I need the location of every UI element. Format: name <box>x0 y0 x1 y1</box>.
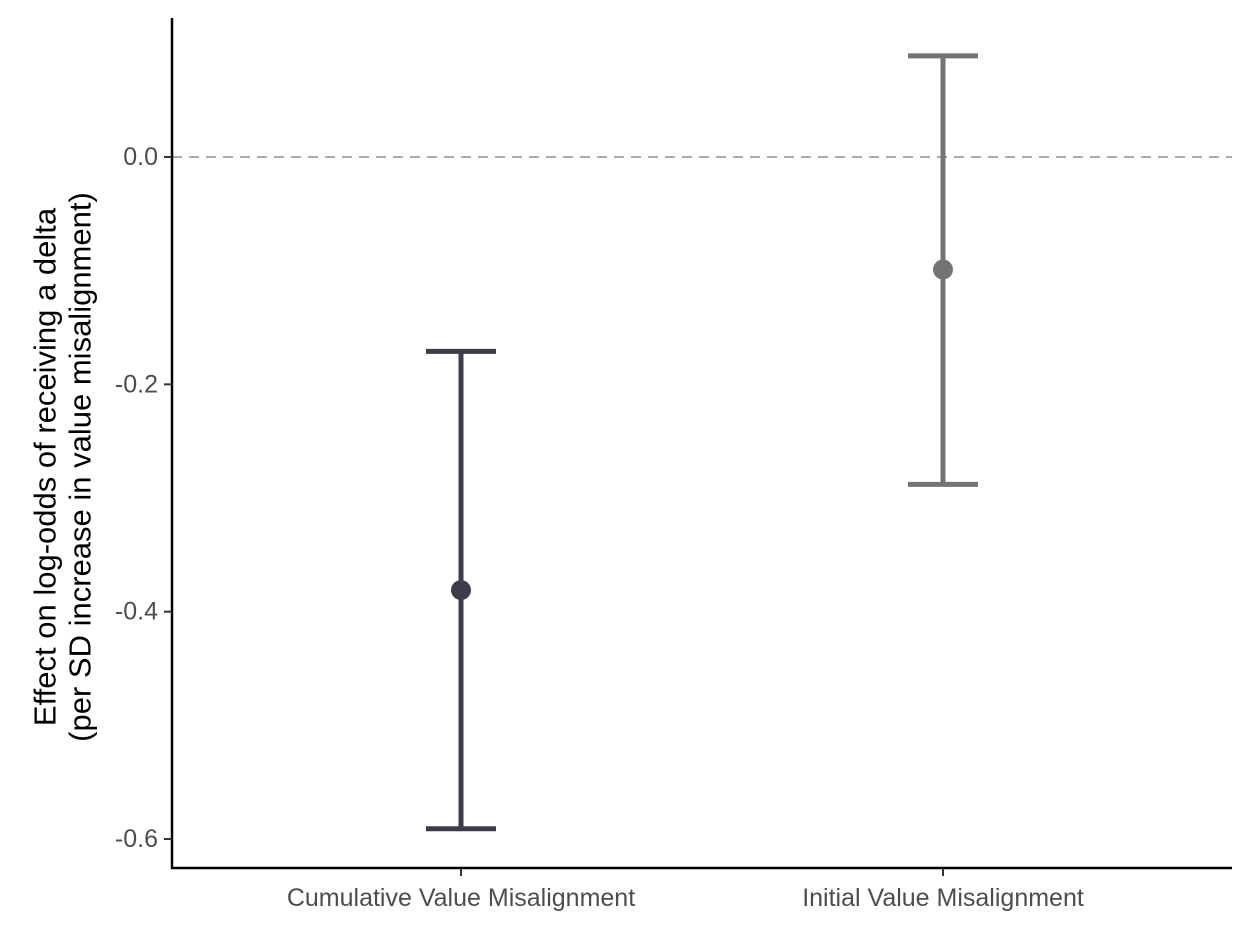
x-tick-label: Cumulative Value Misalignment <box>287 884 635 912</box>
ticks-layer: 0.0 -0.2 -0.4 -0.6 Cumulative Value Misalign… <box>115 143 1084 912</box>
y-tick-label: 0.0 <box>123 143 158 171</box>
point-estimate <box>933 259 953 280</box>
y-axis-title-line: Effect on log-odds of receiving a delta <box>28 207 63 726</box>
axes-layer <box>170 18 1232 870</box>
marks-layer <box>426 53 978 832</box>
y-tick-label: -0.6 <box>115 825 158 853</box>
errorbar-group <box>426 348 496 832</box>
y-axis-title-line: (per SD increase in value misalignment) <box>63 192 98 742</box>
errorbar-group <box>908 53 978 487</box>
y-tick-label: -0.2 <box>115 370 158 398</box>
x-tick-label: Initial Value Misalignment <box>802 884 1084 912</box>
point-estimate <box>451 580 471 601</box>
y-axis-title: Effect on log-odds of receiving a delta(… <box>28 192 98 742</box>
y-tick-label: -0.4 <box>115 598 158 626</box>
